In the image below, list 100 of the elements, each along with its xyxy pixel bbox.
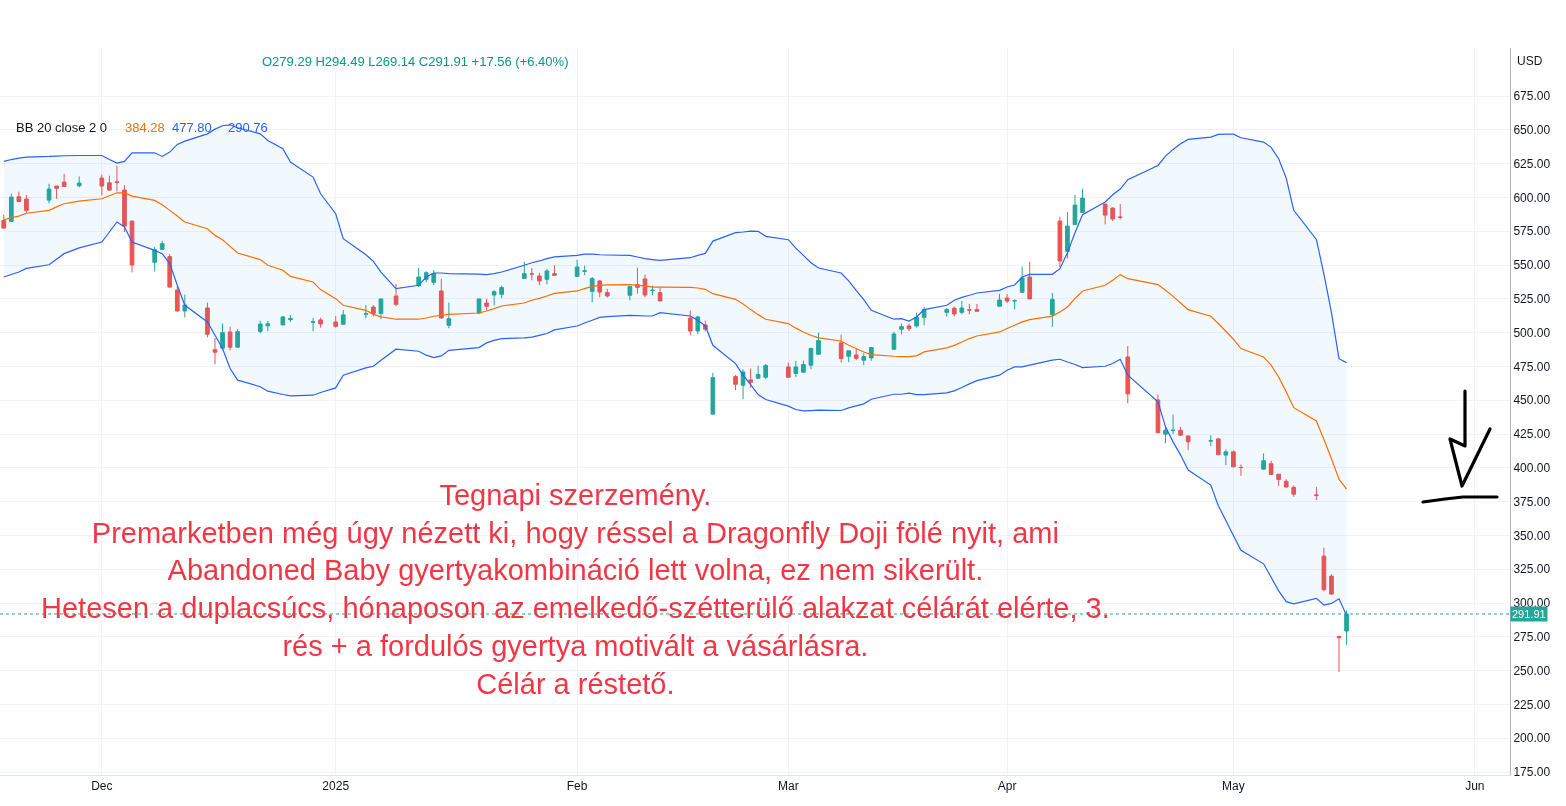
candlestick — [227, 326, 233, 351]
candlestick — [114, 165, 120, 192]
candlestick — [921, 306, 927, 326]
candlestick — [574, 259, 580, 277]
candlestick — [733, 374, 738, 391]
candlestick — [891, 331, 897, 351]
candlestick — [371, 304, 376, 317]
y-tick-label: 175.00 — [1513, 765, 1551, 780]
candlestick — [997, 293, 1002, 307]
candlestick — [107, 175, 112, 192]
candlestick — [212, 337, 218, 365]
y-tick-label: 350.00 — [1513, 528, 1551, 543]
candlestick — [537, 272, 542, 286]
annotation: 477.80 — [172, 120, 212, 135]
y-tick-label: 625.00 — [1513, 156, 1551, 171]
candlestick — [1019, 266, 1025, 293]
candlestick — [1268, 460, 1274, 476]
candlestick — [340, 309, 346, 325]
candlestick — [657, 287, 663, 302]
line-series — [3, 124, 1348, 364]
y-tick-label: 275.00 — [1513, 630, 1551, 645]
candlestick — [1223, 448, 1229, 466]
annotation: 384.28 — [125, 120, 165, 135]
candlestick — [438, 278, 444, 319]
candlestick — [159, 240, 165, 251]
candlestick — [393, 283, 399, 307]
candlestick — [853, 348, 859, 361]
candlestick — [1163, 427, 1168, 444]
candlestick — [838, 334, 844, 364]
candlestick — [1110, 206, 1116, 222]
annotation: BB 20 close 2 0 — [16, 120, 108, 135]
candlestick — [99, 173, 105, 196]
candlestick — [755, 365, 761, 379]
candlestick — [944, 307, 950, 318]
candlestick — [604, 288, 610, 299]
candlestick — [363, 304, 369, 319]
candlestick — [1057, 216, 1063, 268]
y-tick-label: 525.00 — [1513, 292, 1551, 307]
candlestick — [1276, 473, 1282, 487]
candlestick — [499, 285, 505, 299]
candlestick — [378, 298, 384, 320]
candlestick — [484, 298, 489, 311]
ref-line-label: 291.91 — [1512, 608, 1546, 620]
candlestick — [967, 303, 972, 315]
candlestick — [785, 362, 791, 379]
candlestick — [801, 360, 806, 373]
candlestick — [446, 302, 452, 329]
candlestick — [129, 220, 135, 273]
x-tick-label: May — [1222, 779, 1245, 794]
candlestick — [8, 193, 14, 223]
y-tick-label: 575.00 — [1513, 224, 1551, 239]
y-tick-label: 250.00 — [1513, 663, 1551, 678]
y-tick-label: 300.00 — [1513, 596, 1551, 611]
candlestick — [1072, 194, 1078, 226]
candlestick — [1125, 345, 1131, 404]
candlestick — [710, 372, 716, 416]
x-tick-label: Feb — [566, 779, 588, 794]
candlestick — [476, 298, 482, 315]
y-tick-label: 650.00 — [1513, 123, 1551, 137]
candlestick — [76, 175, 82, 188]
candlestick — [288, 314, 293, 323]
candlestick — [1185, 435, 1191, 451]
y-axis-title: USD — [1517, 54, 1543, 68]
candlestick — [182, 294, 188, 318]
y-tick-label: 375.00 — [1513, 494, 1551, 509]
candlestick — [748, 368, 753, 389]
candlestick — [793, 360, 799, 378]
candlestick — [1170, 414, 1176, 435]
candlestick — [1065, 211, 1070, 259]
candlestick — [1231, 450, 1236, 468]
annotation: Tegnapi szerzemény. Premarketben még úgy nézett ki, hogy réssel a Dragonfly Doji fölé nyit, ami Abandoned Baby gyertyakombináció lett volna, ez nem sikerült. Hetesen a duplacsúcs, hónaposon az emelkedő-szétterülő alakzat célárát elérte, 3. rés + a fordulós gyertya motivált a vásárlásra. Célár a réstető. — [41, 479, 1110, 700]
candlestick — [627, 285, 633, 301]
candlestick — [521, 261, 527, 280]
candlestick — [1050, 292, 1055, 328]
y-tick-label: 425.00 — [1513, 427, 1551, 442]
candlestick — [1178, 426, 1183, 436]
candlestick — [906, 323, 912, 332]
candlestick — [1012, 298, 1017, 310]
candlestick — [650, 285, 655, 296]
candlestick — [491, 289, 497, 307]
candlestick — [220, 323, 225, 351]
y-tick-label: 325.00 — [1513, 562, 1551, 577]
candlestick — [529, 267, 535, 281]
candlestick — [1291, 485, 1297, 498]
candlestick — [265, 320, 271, 332]
x-tick-label: Jun — [1465, 779, 1485, 794]
candlestick — [24, 194, 29, 214]
candlestick — [280, 315, 286, 326]
candlestick — [431, 269, 437, 286]
y-tick-label: 600.00 — [1513, 190, 1551, 205]
candlestick — [808, 347, 814, 370]
candlestick — [816, 332, 821, 356]
candlestick — [899, 323, 904, 335]
candlestick — [1336, 634, 1342, 673]
candlestick — [1117, 203, 1123, 220]
candlestick — [54, 185, 59, 200]
candlestick — [61, 173, 67, 188]
candlestick — [235, 328, 240, 348]
candlestick — [1102, 203, 1108, 225]
candlestick — [959, 300, 965, 315]
